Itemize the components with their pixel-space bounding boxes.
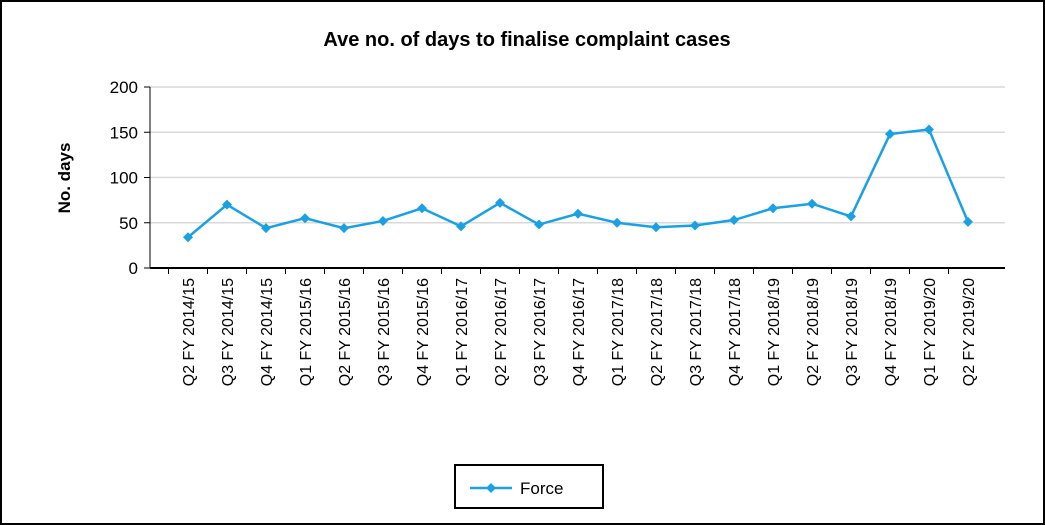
y-tick-label: 150 — [110, 123, 138, 142]
marker — [768, 203, 778, 214]
x-tick-label: Q1 FY 2018/19 — [766, 278, 783, 386]
y-tick-label: 0 — [129, 259, 138, 278]
x-tick-label: Q4 FY 2014/15 — [259, 278, 276, 386]
marker — [651, 222, 661, 233]
y-axis-label: No. days — [55, 143, 74, 214]
x-tick-label: Q3 FY 2016/17 — [532, 278, 549, 386]
y-tick-label: 50 — [119, 214, 138, 233]
marker — [300, 213, 310, 224]
marker — [378, 215, 388, 226]
marker — [846, 211, 856, 222]
y-tick-label: 100 — [110, 169, 138, 188]
x-tick-label: Q1 FY 2015/16 — [298, 278, 315, 386]
marker — [339, 223, 349, 234]
x-tick-label: Q1 FY 2017/18 — [610, 278, 627, 386]
x-tick-label: Q2 FY 2017/18 — [649, 278, 666, 386]
legend-label: Force — [520, 479, 563, 498]
x-tick-label: Q4 FY 2016/17 — [571, 278, 588, 386]
marker — [495, 197, 505, 208]
y-tick-label: 200 — [110, 78, 138, 97]
marker — [885, 129, 895, 140]
x-tick-label: Q4 FY 2017/18 — [727, 278, 744, 386]
x-tick-label: Q1 FY 2019/20 — [922, 278, 939, 386]
chart-title: Ave no. of days to finalise complaint ca… — [323, 29, 730, 51]
x-tick-label: Q2 FY 2019/20 — [961, 278, 978, 386]
x-tick-label: Q3 FY 2018/19 — [844, 278, 861, 386]
marker — [183, 232, 193, 243]
marker — [924, 124, 934, 135]
marker — [807, 198, 817, 209]
legend — [454, 464, 604, 509]
marker — [534, 219, 544, 230]
x-tick-label: Q2 FY 2015/16 — [337, 278, 354, 386]
marker — [222, 199, 232, 210]
x-tick-label: Q2 FY 2016/17 — [493, 278, 510, 386]
x-tick-label: Q3 FY 2017/18 — [688, 278, 705, 386]
x-tick-label: Q3 FY 2015/16 — [376, 278, 393, 386]
marker — [573, 208, 583, 219]
marker — [612, 217, 622, 228]
x-tick-label: Q2 FY 2014/15 — [181, 278, 198, 386]
marker — [690, 220, 700, 231]
marker — [261, 223, 271, 234]
x-tick-label: Q4 FY 2018/19 — [883, 278, 900, 386]
x-tick-label: Q3 FY 2014/15 — [220, 278, 237, 386]
x-tick-label: Q1 FY 2016/17 — [454, 278, 471, 386]
marker — [963, 216, 973, 227]
marker — [417, 203, 427, 214]
marker — [729, 215, 739, 226]
x-tick-label: Q4 FY 2015/16 — [415, 278, 432, 386]
x-tick-label: Q2 FY 2018/19 — [805, 278, 822, 386]
legend-marker — [486, 483, 496, 493]
marker — [456, 221, 466, 232]
